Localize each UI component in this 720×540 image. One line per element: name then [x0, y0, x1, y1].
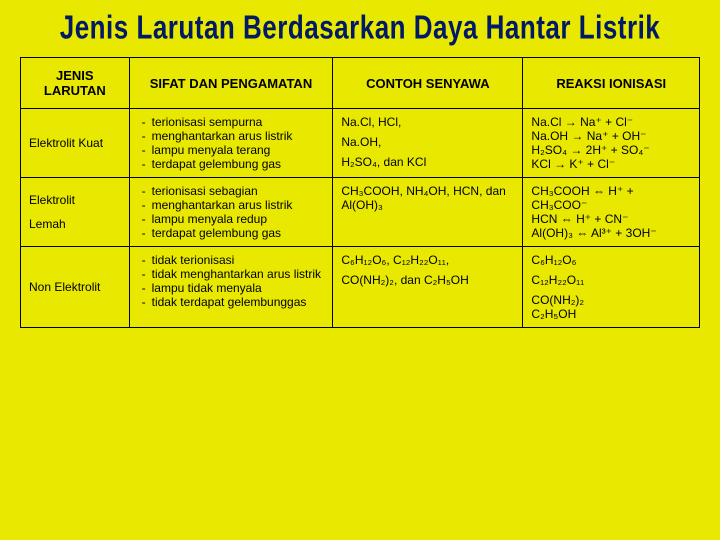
bullet-text: tidak terdapat gelembunggas: [152, 295, 307, 309]
jenis-label: Elektrolit: [29, 193, 75, 207]
cell-jenis: Elektrolit Kuat: [21, 109, 130, 178]
reaction-text: C₆H₁₂O₆: [531, 253, 691, 267]
reaction-text: C₂H₅OH: [531, 307, 691, 321]
table-row: Elektrolit Lemah -terionisasi sebagian -…: [21, 178, 700, 247]
table-row: Non Elektrolit -tidak terionisasi -tidak…: [21, 247, 700, 328]
cell-sifat: -terionisasi sebagian -menghantarkan aru…: [129, 178, 333, 247]
bullet-text: lampu menyala terang: [152, 143, 271, 157]
compound-text: CO(NH₂)₂, dan C₂H₅OH: [341, 273, 514, 287]
reaction-text: KCl → K⁺ + Cl⁻: [531, 157, 691, 171]
reaction-text: CO(NH₂)₂: [531, 293, 691, 307]
bullet-text: lampu menyala redup: [152, 212, 267, 226]
bullet-text: terdapat gelembung gas: [152, 157, 281, 171]
cell-reaksi: CH₃COOH ⇔ H⁺ + CH₃COO⁻ HCN ⇔ H⁺ + CN⁻ Al…: [523, 178, 700, 247]
jenis-label: Lemah: [29, 217, 121, 231]
header-sifat: SIFAT DAN PENGAMATAN: [129, 58, 333, 109]
solution-table: JENIS LARUTAN SIFAT DAN PENGAMATAN CONTO…: [20, 57, 700, 328]
bullet-text: menghantarkan arus listrik: [152, 129, 293, 143]
reaction-text: Al(OH)₃ ⇔ Al³⁺ + 3OH⁻: [531, 226, 691, 240]
bullet-text: terionisasi sebagian: [152, 184, 258, 198]
reaction-text: CH₃COOH ⇔ H⁺ + CH₃COO⁻: [531, 184, 691, 212]
cell-jenis: Elektrolit Lemah: [21, 178, 130, 247]
page-title: Jenis Larutan Berdasarkan Daya Hantar Li…: [20, 7, 700, 47]
header-jenis: JENIS LARUTAN: [21, 58, 130, 109]
compound-text: H₂SO₄, dan KCl: [341, 155, 514, 169]
reaction-text: HCN ⇔ H⁺ + CN⁻: [531, 212, 691, 226]
compound-text: CH₃COOH, NH₄OH, HCN, dan Al(OH)₃: [341, 184, 505, 212]
bullet-text: menghantarkan arus listrik: [152, 198, 293, 212]
table-header-row: JENIS LARUTAN SIFAT DAN PENGAMATAN CONTO…: [21, 58, 700, 109]
cell-sifat: -tidak terionisasi -tidak menghantarkan …: [129, 247, 333, 328]
bullet-text: tidak terionisasi: [152, 253, 235, 267]
cell-reaksi: C₆H₁₂O₆ C₁₂H₂₂O₁₁ CO(NH₂)₂ C₂H₅OH: [523, 247, 700, 328]
cell-reaksi: Na.Cl → Na⁺ + Cl⁻ Na.OH → Na⁺ + OH⁻ H₂SO…: [523, 109, 700, 178]
compound-text: Na.Cl, HCl,: [341, 115, 401, 129]
reaction-text: H₂SO₄ → 2H⁺ + SO₄⁻: [531, 143, 691, 157]
cell-contoh: C₆H₁₂O₆, C₁₂H₂₂O₁₁, CO(NH₂)₂, dan C₂H₅OH: [333, 247, 523, 328]
cell-sifat: -terionisasi sempurna -menghantarkan aru…: [129, 109, 333, 178]
table-row: Elektrolit Kuat -terionisasi sempurna -m…: [21, 109, 700, 178]
page: Jenis Larutan Berdasarkan Daya Hantar Li…: [0, 0, 720, 540]
bullet-text: terionisasi sempurna: [152, 115, 263, 129]
bullet-text: tidak menghantarkan arus listrik: [152, 267, 321, 281]
reaction-text: Na.Cl → Na⁺ + Cl⁻: [531, 115, 691, 129]
compound-text: Na.OH,: [341, 135, 514, 149]
cell-jenis: Non Elektrolit: [21, 247, 130, 328]
cell-contoh: Na.Cl, HCl, Na.OH, H₂SO₄, dan KCl: [333, 109, 523, 178]
bullet-text: lampu tidak menyala: [152, 281, 262, 295]
compound-text: C₆H₁₂O₆, C₁₂H₂₂O₁₁,: [341, 253, 449, 267]
reaction-text: C₁₂H₂₂O₁₁: [531, 273, 691, 287]
reaction-text: Na.OH → Na⁺ + OH⁻: [531, 129, 691, 143]
header-reaksi: REAKSI IONISASI: [523, 58, 700, 109]
cell-contoh: CH₃COOH, NH₄OH, HCN, dan Al(OH)₃: [333, 178, 523, 247]
bullet-text: terdapat gelembung gas: [152, 226, 281, 240]
header-contoh: CONTOH SENYAWA: [333, 58, 523, 109]
